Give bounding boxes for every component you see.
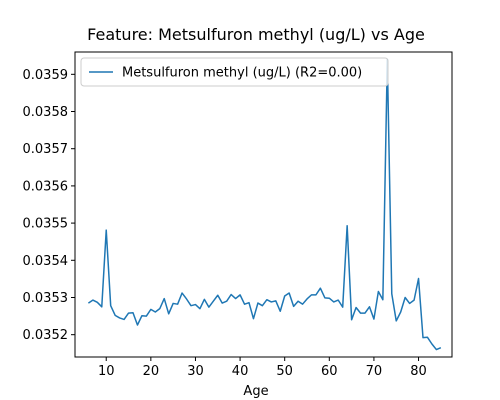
chart-title: Feature: Metsulfuron methyl (ug/L) vs Ag…: [87, 25, 425, 44]
plot-frame: [74, 51, 453, 358]
y-tick-label: 0.0359: [23, 68, 69, 83]
y-tick-label: 0.0357: [23, 142, 69, 157]
y-tick-label: 0.0352: [23, 328, 69, 343]
x-tick-label: 30: [187, 364, 204, 379]
x-tick-label: 80: [410, 364, 427, 379]
series-line-0: [87, 58, 442, 351]
x-tick-label: 40: [232, 364, 249, 379]
x-axis-label: Age: [243, 384, 268, 399]
x-tick-label: 20: [143, 364, 160, 379]
y-tick-label: 0.0358: [23, 105, 69, 120]
legend-box: [80, 57, 389, 87]
y-tick-label: 0.0356: [23, 179, 69, 194]
x-tick-label: 50: [276, 364, 293, 379]
y-tick-label: 0.0354: [23, 254, 69, 269]
y-tick-label: 0.0353: [23, 291, 69, 306]
x-tick-label: 70: [366, 364, 383, 379]
x-tick-label: 10: [98, 364, 115, 379]
y-tick-label: 0.0355: [23, 217, 69, 232]
x-tick-label: 60: [321, 364, 338, 379]
legend-label: Metsulfuron methyl (ug/L) (R2=0.00): [122, 66, 362, 81]
